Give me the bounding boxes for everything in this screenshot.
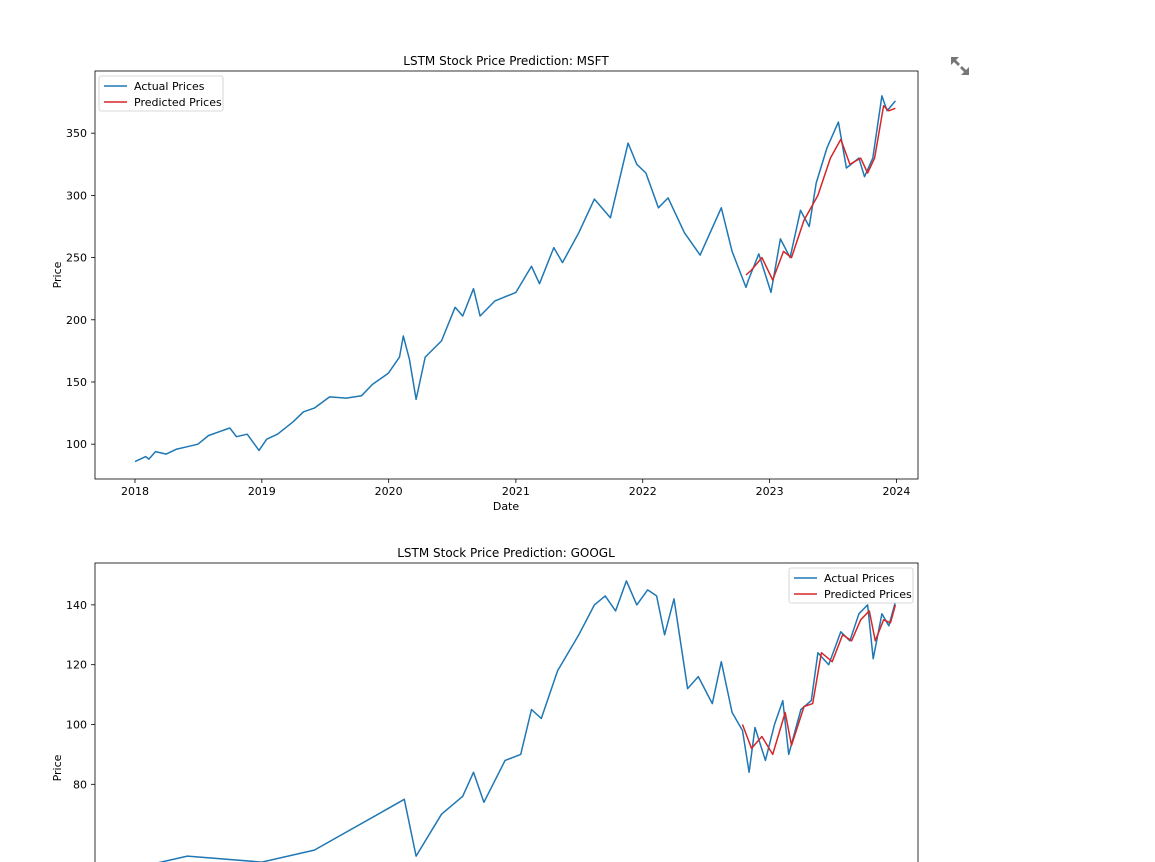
legend: Actual Prices Predicted Prices — [788, 567, 914, 604]
legend-label-predicted: Predicted Prices — [824, 588, 912, 601]
series-lines — [134, 95, 896, 463]
x-tick-label: 2022 — [629, 485, 657, 498]
googl-chart: LSTM Stock Price Prediction: GOOGL 80 100… — [51, 546, 919, 862]
legend: Actual Prices Predicted Prices — [98, 75, 224, 112]
x-tick-label: 2023 — [756, 485, 784, 498]
y-axis: 100 150 200 250 300 350 — [66, 127, 95, 451]
y-tick-label: 200 — [66, 314, 87, 327]
y-tick-label: 350 — [66, 127, 87, 140]
x-tick-label: 2020 — [375, 485, 403, 498]
y-tick-label: 120 — [66, 659, 87, 672]
legend-box — [98, 75, 224, 112]
chart-title: LSTM Stock Price Prediction: GOOGL — [397, 546, 615, 560]
legend-label-actual: Actual Prices — [824, 572, 895, 585]
y-tick-label: 150 — [66, 376, 87, 389]
predicted-prices-line — [741, 604, 897, 756]
y-axis-label: Price — [51, 261, 64, 288]
plot-frame — [94, 562, 919, 862]
expand-icon[interactable] — [948, 54, 972, 78]
x-axis-label: Date — [493, 500, 520, 513]
y-tick-label: 100 — [66, 718, 87, 731]
y-tick-label: 250 — [66, 252, 87, 265]
x-tick-label: 2021 — [502, 485, 530, 498]
legend-label-actual: Actual Prices — [134, 80, 205, 93]
y-tick-label: 140 — [66, 599, 87, 612]
chart-title: LSTM Stock Price Prediction: MSFT — [403, 54, 609, 68]
y-axis-label: Price — [51, 754, 64, 781]
y-axis: 80 100 120 140 — [66, 599, 95, 791]
series-lines — [158, 580, 897, 862]
x-axis: 2018 2019 2020 2021 2022 2023 2024 — [121, 479, 910, 498]
y-tick-label: 80 — [73, 778, 87, 791]
y-tick-label: 300 — [66, 189, 87, 202]
x-tick-label: 2018 — [121, 485, 149, 498]
predicted-prices-line — [745, 105, 896, 281]
x-tick-label: 2019 — [248, 485, 276, 498]
x-tick-label: 2024 — [882, 485, 910, 498]
plot-frame — [94, 70, 919, 480]
actual-prices-line — [134, 95, 896, 463]
msft-chart: LSTM Stock Price Prediction: MSFT 100 150… — [51, 54, 919, 513]
legend-box — [788, 567, 914, 604]
actual-prices-line — [158, 580, 897, 862]
y-tick-label: 100 — [66, 438, 87, 451]
legend-label-predicted: Predicted Prices — [134, 96, 222, 109]
